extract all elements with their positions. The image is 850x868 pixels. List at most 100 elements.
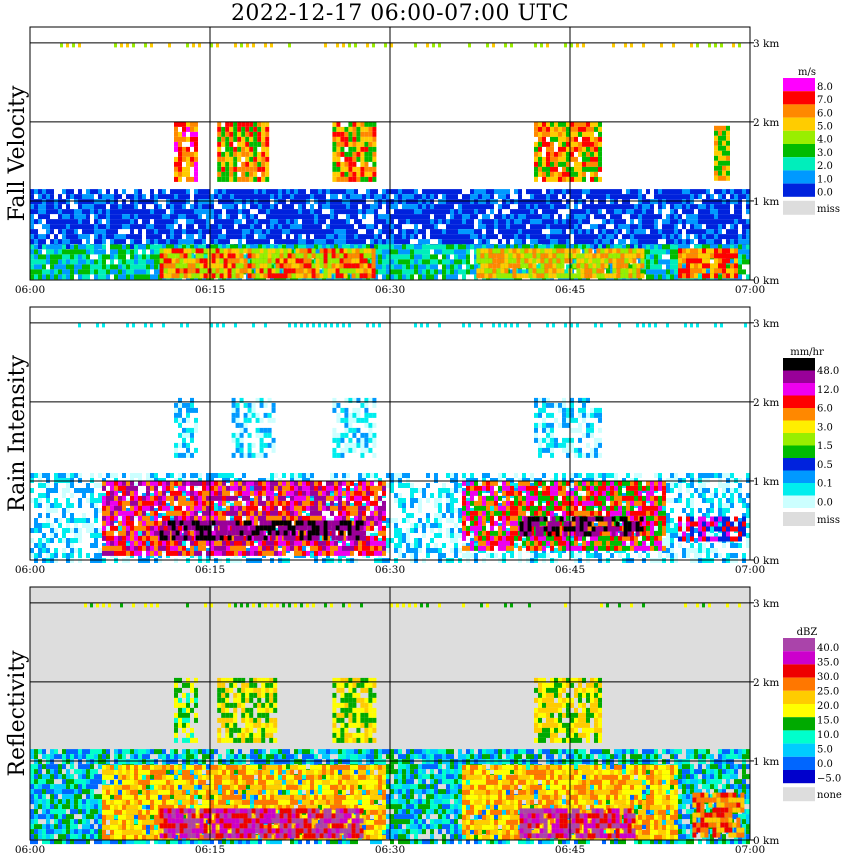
x-tick-label: 06:30: [375, 284, 405, 296]
legend-swatch: [783, 770, 815, 784]
legend-unit: mm/hr: [790, 347, 824, 358]
legend-unit: m/s: [798, 67, 816, 78]
legend-label: −5.0: [817, 774, 841, 785]
legend-label: 0.5: [817, 460, 833, 471]
legend-swatch: [783, 183, 815, 197]
legend-swatch: [783, 730, 815, 744]
legend-swatch: [783, 370, 815, 383]
y-tick-label: 3 km: [753, 38, 779, 50]
legend-label: 5.0: [817, 122, 833, 133]
x-tick-label: 06:00: [15, 564, 45, 576]
legend-swatch: [783, 433, 815, 446]
legend-label: 3.0: [817, 148, 833, 159]
y-tick-label: 2 km: [753, 117, 779, 129]
legend-miss-label: none: [817, 790, 842, 801]
legend-label: 8.0: [817, 82, 833, 93]
legend-label: 6.0: [817, 404, 833, 415]
legend-label: 5.0: [817, 745, 833, 756]
legend-swatch: [783, 91, 815, 105]
legend-swatch: [783, 690, 815, 704]
legend-swatch: [783, 445, 815, 458]
legend-label: 1.0: [817, 174, 833, 185]
legend-label: 10.0: [817, 730, 839, 741]
legend-swatch: [783, 495, 815, 508]
plot-frame: [29, 306, 751, 561]
legend-miss-swatch: [783, 200, 815, 215]
legend-label: 15.0: [817, 715, 839, 726]
legend-label: 48.0: [817, 366, 839, 377]
y-axis-label: Reflectivity: [5, 650, 30, 777]
legend-swatch: [783, 743, 815, 757]
legend-swatch: [783, 130, 815, 144]
legend-label: 4.0: [817, 135, 833, 146]
x-tick-label: 06:45: [555, 284, 585, 296]
legend-swatch: [783, 677, 815, 691]
legend-swatch: [783, 470, 815, 483]
legend-swatch: [783, 756, 815, 770]
legend-label: 40.0: [817, 643, 839, 654]
legend-swatch: [783, 170, 815, 184]
legend-swatch: [783, 395, 815, 408]
legend-label: 0.0: [817, 759, 833, 770]
x-tick-label: 06:15: [195, 844, 225, 856]
rain-intensity-panel: 06:00 06:15 06:30 06:45 07:000 km 1 km 2 km 3 k…: [5, 306, 840, 576]
x-tick-label: 07:00: [735, 284, 765, 296]
legend-swatch: [783, 717, 815, 731]
legend-swatch: [783, 483, 815, 496]
legend-miss-swatch: [783, 787, 815, 802]
legend-swatch: [783, 358, 815, 371]
legend-swatch: [783, 408, 815, 421]
legend-label: 0.0: [817, 188, 833, 199]
legend-swatch: [783, 458, 815, 471]
y-tick-label: 3 km: [753, 598, 779, 610]
heatmap-cells: [30, 323, 750, 563]
legend-label: 2.0: [817, 161, 833, 172]
legend-unit: dBZ: [797, 627, 818, 638]
legend-label: 1.5: [817, 441, 833, 452]
y-tick-label: 2 km: [753, 397, 779, 409]
x-tick-label: 06:45: [555, 844, 585, 856]
plot-frame: [29, 586, 751, 841]
legend-swatch: [783, 638, 815, 652]
legend-label: 7.0: [817, 95, 833, 106]
legend-miss-label: miss: [817, 204, 840, 215]
x-tick-label: 06:15: [195, 284, 225, 296]
legend-label: 6.0: [817, 108, 833, 119]
legend-swatch: [783, 383, 815, 396]
heatmap-cells: [30, 43, 750, 280]
reflectivity-panel: 06:00 06:15 06:30 06:45 07:000 km 1 km 2 km 3 k…: [5, 586, 842, 856]
legend-label: 0.1: [817, 479, 833, 490]
x-tick-label: 07:00: [735, 564, 765, 576]
fall-velocity-panel: 06:00 06:15 06:30 06:45 07:000 km 1 km 2 km 3 k…: [5, 26, 840, 296]
x-tick-label: 06:30: [375, 564, 405, 576]
legend-swatch: [783, 144, 815, 158]
legend-label: 35.0: [817, 657, 839, 668]
y-tick-label: 0 km: [753, 555, 779, 567]
y-tick-label: 1 km: [753, 196, 779, 208]
plot-frame: [29, 26, 751, 281]
heatmap-cells: [30, 603, 750, 845]
legend-label: 20.0: [817, 701, 839, 712]
legend-label: 30.0: [817, 672, 839, 683]
legend-swatch: [783, 664, 815, 678]
legend-label: 3.0: [817, 422, 833, 433]
legend-swatch: [783, 651, 815, 665]
x-tick-label: 06:00: [15, 844, 45, 856]
y-tick-label: 3 km: [753, 318, 779, 330]
y-axis-label: Fall Velocity: [5, 85, 30, 221]
legend-swatch: [783, 420, 815, 433]
legend-swatch: [783, 704, 815, 718]
x-tick-label: 06:30: [375, 844, 405, 856]
legend-miss-label: miss: [817, 515, 840, 526]
y-axis-label: Rain Intensity: [5, 354, 30, 511]
x-tick-label: 06:15: [195, 564, 225, 576]
y-tick-label: 0 km: [753, 275, 779, 287]
legend-swatch: [783, 117, 815, 131]
chart-title: 2022-12-17 06:00-07:00 UTC: [230, 1, 570, 26]
legend-label: 12.0: [817, 385, 839, 396]
x-tick-label: 06:00: [15, 284, 45, 296]
y-tick-label: 1 km: [753, 756, 779, 768]
legend-miss-swatch: [783, 512, 815, 526]
y-tick-label: 1 km: [753, 476, 779, 488]
y-tick-label: 2 km: [753, 677, 779, 689]
